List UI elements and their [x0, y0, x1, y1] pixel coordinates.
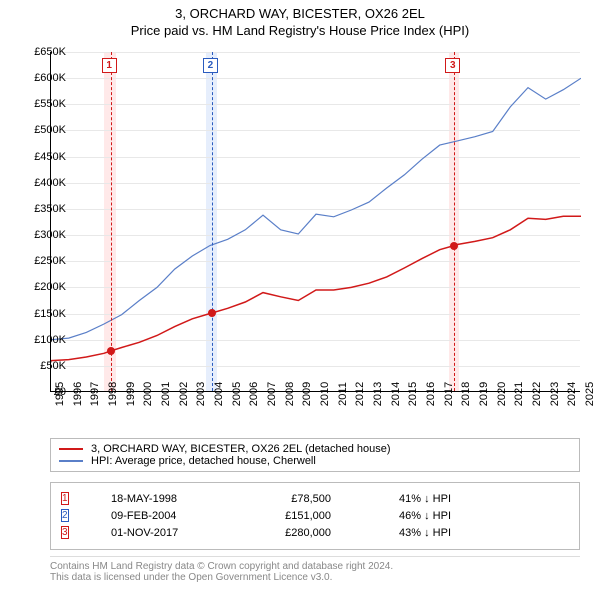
footer-line: Contains HM Land Registry data © Crown c… — [50, 561, 580, 572]
sale-delta: 41% ↓ HPI — [361, 493, 451, 505]
x-tick-label: 1997 — [89, 382, 101, 406]
x-tick-label: 2023 — [549, 382, 561, 406]
x-tick-label: 1999 — [125, 382, 137, 406]
sale-date: 01-NOV-2017 — [111, 527, 221, 539]
x-tick-label: 2009 — [301, 382, 313, 406]
x-tick-label: 2019 — [478, 382, 490, 406]
sale-badge: 1 — [102, 58, 117, 73]
legend-row: HPI: Average price, detached house, Cher… — [59, 455, 571, 467]
y-tick-label: £300K — [20, 229, 66, 241]
y-tick-label: £650K — [20, 46, 66, 58]
table-row: 1 18-MAY-1998 £78,500 41% ↓ HPI — [61, 492, 569, 506]
y-tick-label: £50K — [20, 360, 66, 372]
x-tick-label: 2013 — [372, 382, 384, 406]
x-tick-label: 2012 — [354, 382, 366, 406]
sale-date: 18-MAY-1998 — [111, 493, 221, 505]
x-tick-label: 2001 — [160, 382, 172, 406]
sale-badge: 3 — [61, 526, 69, 539]
title-address: 3, ORCHARD WAY, BICESTER, OX26 2EL — [0, 6, 600, 21]
sale-badge: 3 — [445, 58, 460, 73]
chart-container: 3, ORCHARD WAY, BICESTER, OX26 2EL Price… — [0, 0, 600, 590]
y-tick-label: £600K — [20, 72, 66, 84]
x-tick-label: 2011 — [337, 382, 349, 406]
sale-price: £151,000 — [251, 510, 331, 522]
x-tick-label: 2025 — [584, 382, 596, 406]
sale-dot — [208, 309, 216, 317]
sale-badge: 2 — [203, 58, 218, 73]
table-row: 2 09-FEB-2004 £151,000 46% ↓ HPI — [61, 509, 569, 523]
x-tick-label: 2016 — [425, 382, 437, 406]
event-vline — [454, 52, 455, 391]
x-tick-label: 2022 — [531, 382, 543, 406]
x-tick-label: 2002 — [178, 382, 190, 406]
y-tick-label: £400K — [20, 177, 66, 189]
event-vline — [212, 52, 213, 391]
y-tick-label: £350K — [20, 203, 66, 215]
x-tick-label: 2015 — [407, 382, 419, 406]
x-tick-label: 2003 — [195, 382, 207, 406]
x-tick-label: 2020 — [496, 382, 508, 406]
sale-dot — [107, 347, 115, 355]
sale-price: £280,000 — [251, 527, 331, 539]
legend-swatch — [59, 448, 83, 450]
legend-label: 3, ORCHARD WAY, BICESTER, OX26 2EL (deta… — [91, 443, 391, 455]
y-tick-label: £500K — [20, 124, 66, 136]
x-tick-label: 2018 — [460, 382, 472, 406]
title-sub: Price paid vs. HM Land Registry's House … — [0, 23, 600, 38]
sale-badge: 2 — [61, 509, 69, 522]
legend-swatch — [59, 460, 83, 462]
x-tick-label: 2000 — [142, 382, 154, 406]
y-tick-label: £150K — [20, 308, 66, 320]
x-tick-label: 2010 — [319, 382, 331, 406]
sale-delta: 43% ↓ HPI — [361, 527, 451, 539]
sale-delta: 46% ↓ HPI — [361, 510, 451, 522]
y-tick-label: £550K — [20, 98, 66, 110]
plot-area — [50, 52, 580, 392]
x-tick-label: 2005 — [231, 382, 243, 406]
x-tick-label: 2008 — [284, 382, 296, 406]
y-tick-label: £450K — [20, 151, 66, 163]
x-tick-label: 2006 — [248, 382, 260, 406]
table-row: 3 01-NOV-2017 £280,000 43% ↓ HPI — [61, 526, 569, 540]
legend-label: HPI: Average price, detached house, Cher… — [91, 455, 316, 467]
series-svg — [51, 52, 581, 392]
series-line-price_paid — [51, 216, 581, 360]
x-tick-label: 2004 — [213, 382, 225, 406]
x-tick-label: 1996 — [72, 382, 84, 406]
titles: 3, ORCHARD WAY, BICESTER, OX26 2EL Price… — [0, 0, 600, 38]
sale-badge: 1 — [61, 492, 69, 505]
y-tick-label: £100K — [20, 334, 66, 346]
y-tick-label: £250K — [20, 255, 66, 267]
sale-date: 09-FEB-2004 — [111, 510, 221, 522]
legend-row: 3, ORCHARD WAY, BICESTER, OX26 2EL (deta… — [59, 443, 571, 455]
x-tick-label: 2024 — [566, 382, 578, 406]
x-tick-label: 2014 — [390, 382, 402, 406]
attribution: Contains HM Land Registry data © Crown c… — [50, 556, 580, 583]
sale-dot — [450, 242, 458, 250]
y-tick-label: £200K — [20, 281, 66, 293]
x-tick-label: 2017 — [443, 382, 455, 406]
x-tick-label: 2007 — [266, 382, 278, 406]
series-line-hpi — [51, 78, 581, 340]
footer-line: This data is licensed under the Open Gov… — [50, 572, 580, 583]
x-tick-label: 1998 — [107, 382, 119, 406]
event-vline — [111, 52, 112, 391]
legend: 3, ORCHARD WAY, BICESTER, OX26 2EL (deta… — [50, 438, 580, 472]
x-tick-label: 1995 — [54, 382, 66, 406]
sales-table: 1 18-MAY-1998 £78,500 41% ↓ HPI 2 09-FEB… — [50, 482, 580, 550]
sale-price: £78,500 — [251, 493, 331, 505]
x-tick-label: 2021 — [513, 382, 525, 406]
